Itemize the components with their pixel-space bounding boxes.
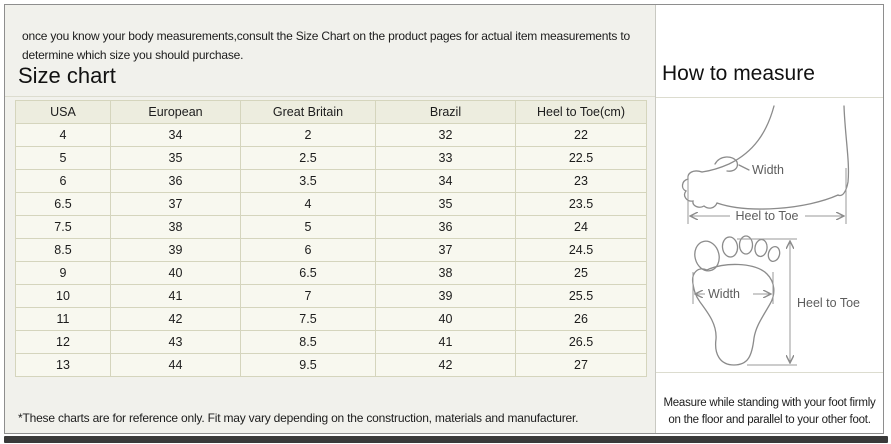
intro-text: once you know your body measurements,con…	[22, 29, 630, 62]
table-row: 9 40 6.5 38 25	[15, 261, 647, 285]
table-cell: 38	[375, 261, 516, 285]
table-cell: 34	[110, 123, 241, 147]
table-cell: 7.5	[15, 215, 111, 239]
table-cell: 6	[240, 238, 376, 262]
table-cell: 34	[375, 169, 516, 193]
table-cell: 38	[110, 215, 241, 239]
table-cell: 27	[515, 353, 647, 377]
table-cell: 24.5	[515, 238, 647, 262]
table-cell: 24	[515, 215, 647, 239]
size-table-body: 4 34 2 32 22 5 35 2.5 33 22.5 6 36 3.5 34 23 6.5 37 4 35 23…	[15, 123, 647, 377]
table-cell: 23	[515, 169, 647, 193]
table-cell: 23.5	[515, 192, 647, 216]
table-cell: 44	[110, 353, 241, 377]
table-row: 10 41 7 39 25.5	[15, 284, 647, 308]
column-header: Brazil	[375, 100, 516, 124]
table-cell: 7	[240, 284, 376, 308]
table-row: 6.5 37 4 35 23.5	[15, 192, 647, 216]
how-to-measure-title: How to measure	[662, 62, 815, 85]
table-cell: 35	[375, 192, 516, 216]
table-cell: 8.5	[240, 330, 376, 354]
size-table-head: USA European Great Britain Brazil Heel to To…	[15, 100, 647, 124]
foot-side-outline	[681, 105, 849, 210]
table-cell: 3.5	[240, 169, 376, 193]
table-row: 8.5 39 6 37 24.5	[15, 238, 647, 262]
measure-diagram-box: Width Heel to Toe	[656, 97, 883, 373]
top-width-label: Width	[708, 287, 740, 301]
table-cell: 36	[375, 215, 516, 239]
table-cell: 37	[375, 238, 516, 262]
size-table: USA European Great Britain Brazil Heel to To…	[15, 100, 647, 377]
table-cell: 42	[110, 307, 241, 331]
content-frame: once you know your body measurements,con…	[4, 4, 884, 434]
table-cell: 40	[375, 307, 516, 331]
size-chart-section: once you know your body measurements,con…	[5, 5, 655, 433]
table-row: 12 43 8.5 41 26.5	[15, 330, 647, 354]
table-cell: 2.5	[240, 146, 376, 170]
table-cell: 35	[110, 146, 241, 170]
table-cell: 4	[240, 192, 376, 216]
table-cell: 22	[515, 123, 647, 147]
table-cell: 12	[15, 330, 111, 354]
table-cell: 9.5	[240, 353, 376, 377]
table-cell: 37	[110, 192, 241, 216]
column-header: Great Britain	[240, 100, 376, 124]
table-cell: 13	[15, 353, 111, 377]
measure-note: Measure while standing with your foot fi…	[663, 396, 876, 426]
table-cell: 36	[110, 169, 241, 193]
column-header: USA	[15, 100, 111, 124]
table-cell: 40	[110, 261, 241, 285]
top-measure-marks	[692, 238, 797, 366]
table-cell: 8.5	[15, 238, 111, 262]
table-cell: 42	[375, 353, 516, 377]
table-header-row: USA European Great Britain Brazil Heel to To…	[15, 100, 647, 124]
table-cell: 39	[375, 284, 516, 308]
table-cell: 41	[375, 330, 516, 354]
table-row: 5 35 2.5 33 22.5	[15, 146, 647, 170]
heading-divider	[5, 96, 655, 97]
side-width-label: Width	[752, 163, 784, 177]
side-measure-marks	[687, 168, 846, 224]
top-heel-to-toe-label: Heel to Toe	[797, 296, 860, 310]
footprint-outline	[691, 235, 780, 366]
table-row: 4 34 2 32 22	[15, 123, 647, 147]
table-cell: 6.5	[15, 192, 111, 216]
foot-top-view-diagram: Width Heel to Toe	[691, 235, 860, 366]
table-cell: 6.5	[240, 261, 376, 285]
column-header: Heel to Toe(cm)	[515, 100, 647, 124]
table-cell: 5	[15, 146, 111, 170]
table-cell: 32	[375, 123, 516, 147]
table-row: 13 44 9.5 42 27	[15, 353, 647, 377]
table-cell: 41	[110, 284, 241, 308]
table-cell: 26.5	[515, 330, 647, 354]
foot-side-view-diagram: Width Heel to Toe	[681, 105, 849, 224]
table-cell: 9	[15, 261, 111, 285]
column-header: European	[110, 100, 241, 124]
table-cell: 6	[15, 169, 111, 193]
table-cell: 5	[240, 215, 376, 239]
table-cell: 4	[15, 123, 111, 147]
table-cell: 2	[240, 123, 376, 147]
table-row: 11 42 7.5 40 26	[15, 307, 647, 331]
table-cell: 39	[110, 238, 241, 262]
reference-footnote: *These charts are for reference only. Fi…	[18, 411, 579, 425]
side-heel-to-toe-label: Heel to Toe	[735, 209, 798, 223]
table-cell: 22.5	[515, 146, 647, 170]
bottom-edge-bar	[4, 436, 888, 443]
table-row: 6 36 3.5 34 23	[15, 169, 647, 193]
table-row: 7.5 38 5 36 24	[15, 215, 647, 239]
table-cell: 11	[15, 307, 111, 331]
table-cell: 10	[15, 284, 111, 308]
table-cell: 43	[110, 330, 241, 354]
table-cell: 7.5	[240, 307, 376, 331]
size-chart-title: Size chart	[18, 63, 116, 88]
table-cell: 25	[515, 261, 647, 285]
how-to-measure-section: How to measure	[655, 5, 883, 433]
table-cell: 26	[515, 307, 647, 331]
table-cell: 25.5	[515, 284, 647, 308]
table-cell: 33	[375, 146, 516, 170]
